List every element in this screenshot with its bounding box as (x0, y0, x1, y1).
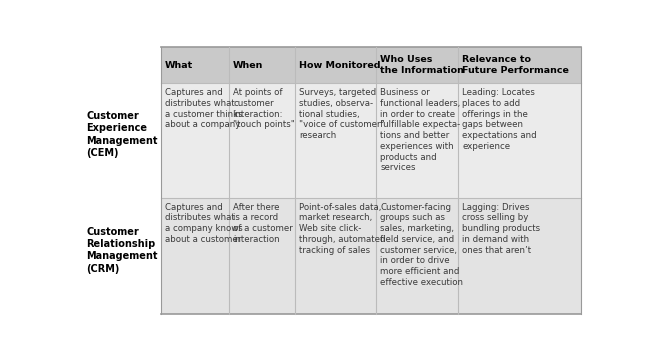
Bar (161, 198, 581, 314)
Text: After there
is a record
of a customer
interaction: After there is a record of a customer in… (233, 203, 293, 244)
Text: Customer
Experience
Management
(CEM): Customer Experience Management (CEM) (86, 111, 158, 158)
Text: Relevance to
Future Performance: Relevance to Future Performance (462, 55, 569, 75)
Text: Business or
functional leaders,
in order to create
fulfillable expecta-
tions an: Business or functional leaders, in order… (380, 88, 460, 173)
Text: Surveys, targeted
studies, observa-
tional studies,
"voice of customer"
research: Surveys, targeted studies, observa- tion… (299, 88, 385, 140)
Bar (161, 47, 581, 83)
Text: Captures and
distributes what
a company knows
about a customer: Captures and distributes what a company … (165, 203, 242, 244)
Text: Captures and
distributes what
a customer thinks
about a company: Captures and distributes what a customer… (165, 88, 242, 129)
Text: Lagging: Drives
cross selling by
bundling products
in demand with
ones that aren: Lagging: Drives cross selling by bundlin… (462, 203, 540, 255)
Text: Who Uses
the Information: Who Uses the Information (380, 55, 464, 75)
Text: Point-of-sales data,
market research,
Web site click-
through, automated
trackin: Point-of-sales data, market research, We… (299, 203, 386, 255)
Text: When: When (233, 61, 264, 70)
Text: Customer
Relationship
Management
(CRM): Customer Relationship Management (CRM) (86, 227, 158, 274)
Bar (161, 83, 581, 198)
Text: At points of
customer
interaction:
"touch points": At points of customer interaction: "touc… (233, 88, 295, 129)
Text: How Monitored: How Monitored (299, 61, 381, 70)
Text: What: What (165, 61, 193, 70)
Text: Customer-facing
groups such as
sales, marketing,
field service, and
customer ser: Customer-facing groups such as sales, ma… (380, 203, 463, 287)
Text: Leading: Locates
places to add
offerings in the
gaps between
expectations and
ex: Leading: Locates places to add offerings… (462, 88, 537, 151)
